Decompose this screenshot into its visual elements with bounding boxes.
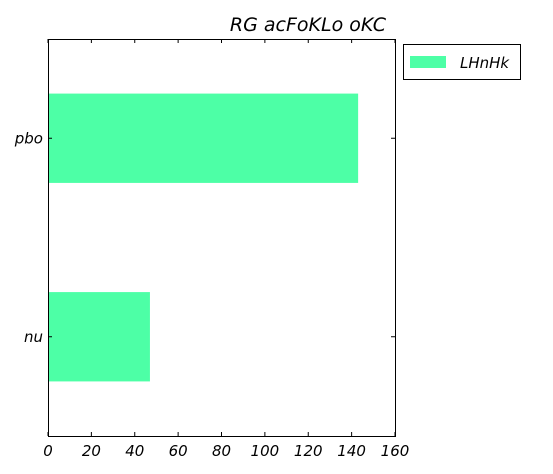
- x-tick-label: 80: [212, 442, 231, 460]
- legend-swatch: [410, 56, 446, 68]
- x-tick-label: 140: [337, 442, 366, 460]
- x-tick-label: 0: [43, 442, 53, 460]
- bar-nu: [48, 292, 150, 382]
- bars-group: [48, 93, 359, 382]
- chart-title: RG acFoKLo oKC: [230, 14, 387, 36]
- x-tick-label: 100: [251, 442, 280, 460]
- bar-pbo: [48, 93, 359, 183]
- x-axis-ticks: 0 20 40 60 80 100 120 140 160: [43, 39, 409, 460]
- legend: LHnHk: [403, 44, 521, 80]
- y-tick-label: pbo: [14, 129, 43, 147]
- x-tick-label: 120: [294, 442, 323, 460]
- x-tick-label: 40: [125, 442, 144, 460]
- y-axis-ticks: nu pbo: [14, 129, 395, 346]
- legend-label: LHnHk: [460, 54, 510, 72]
- y-tick-label: nu: [24, 328, 43, 346]
- x-tick-label: 20: [82, 442, 101, 460]
- x-tick-label: 60: [169, 442, 188, 460]
- x-tick-label: 160: [381, 442, 410, 460]
